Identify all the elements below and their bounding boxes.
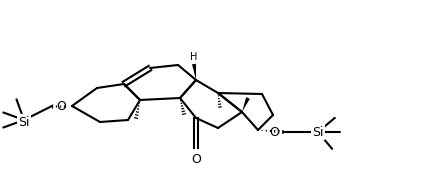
- Polygon shape: [242, 97, 250, 112]
- Polygon shape: [192, 64, 196, 80]
- Text: O: O: [269, 125, 279, 139]
- Text: Si: Si: [312, 125, 324, 139]
- Text: O: O: [56, 99, 66, 113]
- Text: Si: Si: [18, 115, 30, 129]
- Text: H: H: [190, 52, 198, 62]
- Text: O: O: [191, 153, 201, 166]
